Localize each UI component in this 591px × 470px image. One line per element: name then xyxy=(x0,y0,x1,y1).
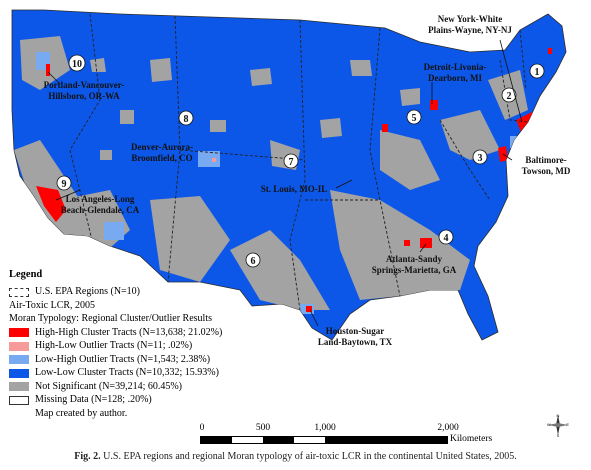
map-legend: Legend U.S. EPA Regions (N=10) Air-Toxic… xyxy=(9,269,259,420)
legend-label-low-low: Low-Low Cluster Tracts (N=10,332; 15.93%… xyxy=(35,367,219,379)
label-baltimore: Baltimore- Towson, MD xyxy=(522,155,571,176)
epa-region-boundaries xyxy=(69,13,529,311)
legend-swatch-low-high xyxy=(9,355,29,365)
region-3-marker: 3 xyxy=(472,149,488,165)
region-7-marker: 7 xyxy=(283,153,299,169)
region-4-marker: 4 xyxy=(438,229,454,245)
svg-text:New York-White: New York-White xyxy=(438,14,502,24)
region-10-marker: 10 xyxy=(68,54,86,72)
svg-text:W: W xyxy=(547,422,551,427)
svg-text:Baltimore-: Baltimore- xyxy=(525,155,566,165)
city-labels: New York-White Plains-Wayne, NY-NJ Detro… xyxy=(44,14,571,347)
label-portland: Portland-Vancouver- Hillsboro, OR-WA xyxy=(44,80,125,101)
region-6-marker: 6 xyxy=(245,252,261,268)
scale-tick-2000: 2,000 xyxy=(437,423,459,433)
svg-text:3: 3 xyxy=(478,153,483,164)
label-los-angeles: Los Angeles-Long Beach-Glendale, CA xyxy=(61,194,140,215)
svg-text:8: 8 xyxy=(184,114,189,125)
caption-text: U.S. EPA regions and regional Moran typo… xyxy=(103,451,517,462)
legend-typology: Moran Typology: Regional Cluster/Outlier… xyxy=(9,313,212,325)
svg-text:Atlanta-Sandy: Atlanta-Sandy xyxy=(386,254,443,264)
legend-item-high-low: High-Low Outlier Tracts (N=11; .02%) xyxy=(9,340,259,354)
svg-text:Los Angeles-Long: Los Angeles-Long xyxy=(66,194,135,204)
scale-bar-graphic xyxy=(200,436,448,444)
svg-text:Beach-Glendale, CA: Beach-Glendale, CA xyxy=(61,205,140,215)
svg-text:E: E xyxy=(566,422,569,427)
svg-text:Dearborn, MI: Dearborn, MI xyxy=(428,73,482,83)
legend-label-not-significant: Not Significant (N=39,214; 60.45%) xyxy=(35,380,183,392)
region-9-marker: 9 xyxy=(56,175,72,191)
svg-text:Denver-Aurora-: Denver-Aurora- xyxy=(131,142,193,152)
region-5-marker: 5 xyxy=(406,109,422,125)
label-detroit: Detroit-Livonia- Dearborn, MI xyxy=(424,62,487,83)
not-significant-areas xyxy=(14,36,528,310)
svg-text:Portland-Vancouver-: Portland-Vancouver- xyxy=(44,80,125,90)
high-low-outlier-area xyxy=(212,158,216,162)
svg-text:Plains-Wayne, NY-NJ: Plains-Wayne, NY-NJ xyxy=(428,25,512,35)
legend-item-low-low: Low-Low Cluster Tracts (N=10,332; 15.93%… xyxy=(9,367,259,381)
svg-text:7: 7 xyxy=(289,157,294,168)
label-new-york: New York-White Plains-Wayne, NY-NJ xyxy=(428,14,512,35)
svg-text:Towson, MD: Towson, MD xyxy=(522,166,571,176)
label-leader-lines xyxy=(47,39,523,327)
scale-tick-0: 0 xyxy=(199,423,205,433)
legend-dataset: Air-Toxic LCR, 2005 xyxy=(9,299,96,311)
svg-text:Houston-Sugar: Houston-Sugar xyxy=(326,326,385,336)
legend-swatch-missing xyxy=(9,395,29,405)
label-houston: Houston-Sugar Land-Baytown, TX xyxy=(318,326,393,347)
scale-bar: 0 500 1,000 2,000 Kilometers xyxy=(200,423,493,449)
label-atlanta: Atlanta-Sandy Springs-Marietta, GA xyxy=(372,254,457,275)
svg-text:6: 6 xyxy=(251,256,256,267)
svg-text:N: N xyxy=(557,413,560,418)
legend-item-high-high: High-High Cluster Tracts (N=13,638; 21.0… xyxy=(9,326,259,340)
legend-item-not-significant: Not Significant (N=39,214; 60.45%) xyxy=(9,380,259,394)
svg-text:4: 4 xyxy=(444,233,449,244)
region-1-marker: 1 xyxy=(529,63,545,79)
legend-swatch-high-low xyxy=(9,341,29,351)
svg-text:Springs-Marietta, GA: Springs-Marietta, GA xyxy=(372,265,457,275)
svg-text:Land-Baytown, TX: Land-Baytown, TX xyxy=(318,337,393,347)
region-2-marker: 2 xyxy=(501,87,517,103)
legend-item-low-high: Low-High Outlier Tracts (N=1,543; 2.38%) xyxy=(9,353,259,367)
legend-regions-row: U.S. EPA Regions (N=10) xyxy=(9,286,259,300)
region-8-marker: 8 xyxy=(178,110,194,126)
legend-swatch-regions xyxy=(9,287,29,297)
legend-title: Legend xyxy=(9,269,43,280)
legend-label-high-low: High-Low Outlier Tracts (N=11; .02%) xyxy=(35,340,193,352)
legend-label-missing: Missing Data (N=128; .20%) xyxy=(35,394,152,406)
legend-item-missing: Missing Data (N=128; .20%) xyxy=(9,394,259,408)
scale-ticks: 0 500 1,000 2,000 xyxy=(200,423,490,434)
legend-swatch-low-low xyxy=(9,368,29,378)
svg-text:10: 10 xyxy=(72,59,82,70)
svg-text:S: S xyxy=(557,433,560,437)
scale-tick-1000: 1,000 xyxy=(314,423,336,433)
label-st-louis: St. Louis, MO-IL xyxy=(261,184,328,194)
svg-text:2: 2 xyxy=(507,91,512,102)
svg-text:Hillsboro, OR-WA: Hillsboro, OR-WA xyxy=(48,91,120,101)
label-denver: Denver-Aurora- Broomfield, CO xyxy=(131,142,193,163)
legend-label-high-high: High-High Cluster Tracts (N=13,638; 21.0… xyxy=(35,326,223,338)
scale-tick-500: 500 xyxy=(255,423,271,433)
svg-text:9: 9 xyxy=(62,179,67,190)
svg-text:St. Louis, MO-IL: St. Louis, MO-IL xyxy=(261,184,328,194)
svg-text:1: 1 xyxy=(535,67,540,78)
legend-label-low-high: Low-High Outlier Tracts (N=1,543; 2.38%) xyxy=(35,353,211,365)
svg-text:Broomfield, CO: Broomfield, CO xyxy=(131,153,192,163)
legend-regions-label: U.S. EPA Regions (N=10) xyxy=(35,286,141,298)
svg-text:Detroit-Livonia-: Detroit-Livonia- xyxy=(424,62,487,72)
region-number-markers: 1 2 3 4 5 6 7 8 xyxy=(56,54,545,268)
map-credit: Map created by author. xyxy=(35,407,128,419)
figure-caption: Fig. 2. U.S. EPA regions and regional Mo… xyxy=(0,451,591,462)
svg-text:5: 5 xyxy=(412,113,417,124)
legend-swatch-high-high xyxy=(9,328,29,338)
caption-label: Fig. 2. xyxy=(74,451,101,462)
scale-unit: Kilometers xyxy=(450,434,493,444)
north-arrow-icon: N S E W xyxy=(547,413,569,437)
legend-swatch-not-significant xyxy=(9,382,29,392)
